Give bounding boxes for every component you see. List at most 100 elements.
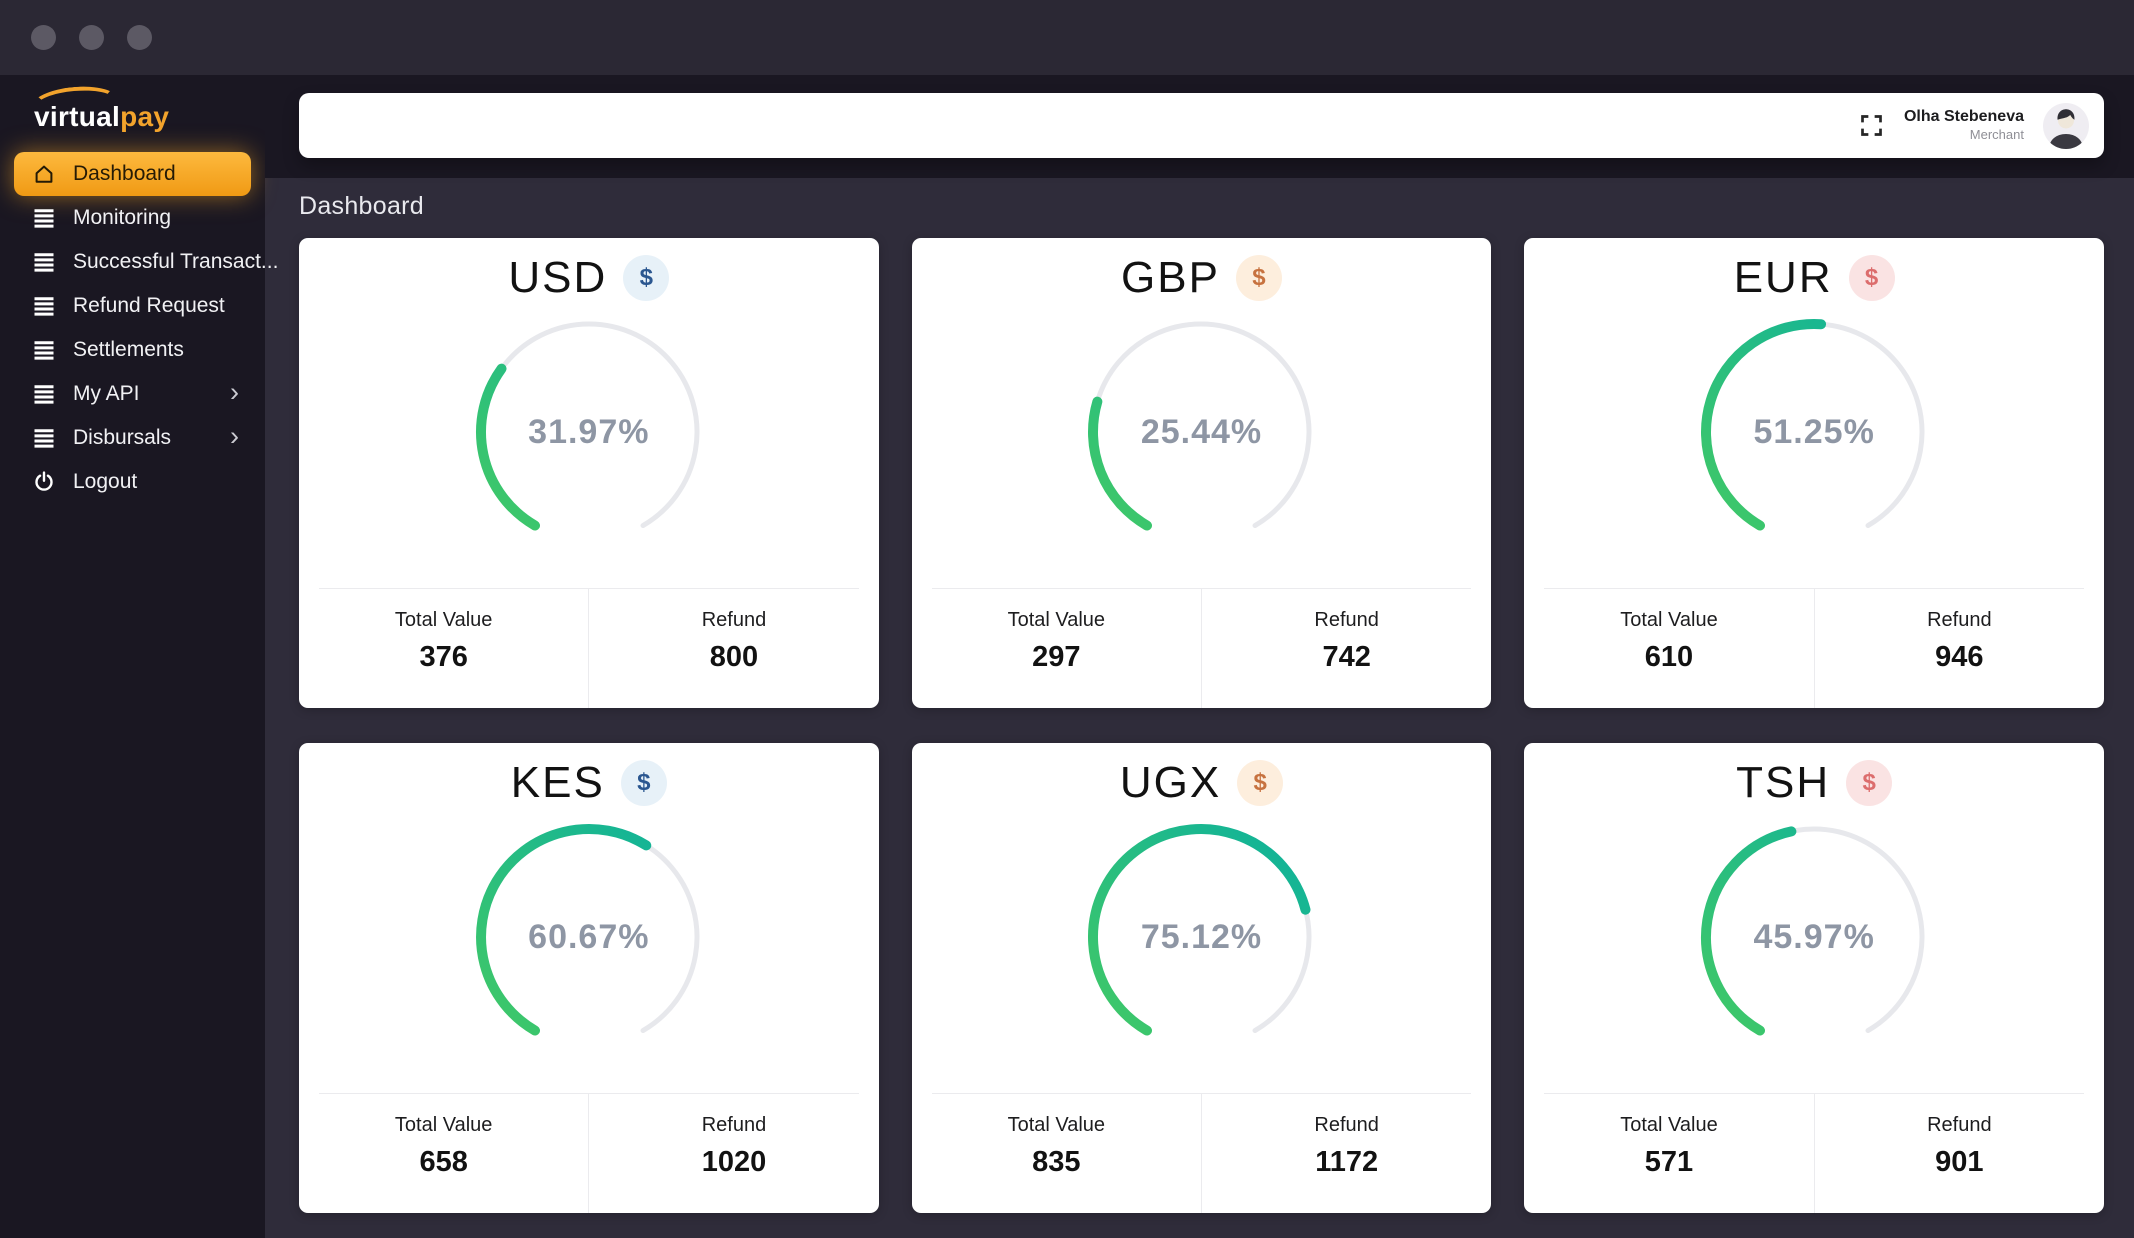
sidebar-item-label: Monitoring [73, 206, 172, 229]
currency-card-ugx: UGX $ 75.12% Total Value 835 [911, 743, 1492, 1213]
gauge-percent: 75.12% [1140, 917, 1263, 956]
window-control-dot[interactable] [127, 25, 152, 50]
content-area: Dashboard USD $ 31.97% [265, 178, 2134, 1238]
gauge-chart: 45.97% [1664, 787, 1964, 1087]
window-titlebar [0, 0, 2134, 75]
sidebar-item-label: Dashboard [73, 162, 176, 185]
window-control-dot[interactable] [79, 25, 104, 50]
logo-text-left: virtual [34, 101, 121, 132]
gauge-percent: 60.67% [528, 917, 650, 956]
window-control-dot[interactable] [31, 25, 56, 50]
sidebar-item-disbursals[interactable]: Disbursals › [14, 416, 251, 460]
chevron-right-icon: › [230, 420, 239, 451]
currency-card-eur: EUR $ 51.25% Total Value 610 [1524, 238, 2104, 708]
gauge-chart: 51.25% [1664, 282, 1964, 582]
total-value-stat: Total Value 376 [299, 588, 588, 708]
sidebar-item-label: Successful Transact... [73, 250, 279, 273]
sidebar-item-label: Disbursals [73, 426, 172, 449]
refund-stat: Refund 800 [588, 588, 878, 708]
stat-label: Total Value [1620, 1114, 1718, 1136]
gauge-percent: 45.97% [1753, 917, 1875, 956]
home-icon [31, 162, 56, 187]
stat-value: 901 [1935, 1146, 1984, 1178]
dollar-icon: $ [637, 769, 651, 796]
menu-lines-icon [31, 382, 56, 407]
card-title: EUR [1733, 253, 1833, 302]
stat-value: 571 [1644, 1146, 1694, 1178]
dollar-icon: $ [639, 264, 653, 291]
sidebar-item-refund-request[interactable]: Refund Request [14, 284, 251, 328]
gauge-chart: 75.12% [1051, 787, 1351, 1087]
total-value-stat: Total Value 610 [1524, 588, 1813, 708]
card-title: KES [510, 758, 605, 807]
stat-label: Refund [701, 609, 767, 631]
stat-label: Refund [1314, 609, 1379, 631]
currency-card-tsh: TSH $ 45.97% Total Value 571 [1524, 743, 2104, 1213]
stat-value: 800 [709, 641, 759, 673]
avatar[interactable] [2043, 102, 2089, 149]
dollar-icon: $ [1862, 769, 1876, 796]
gauge-percent: 31.97% [528, 412, 650, 451]
currency-card-usd: USD $ 31.97% Total Value 376 [299, 238, 879, 708]
total-value-stat: Total Value 658 [299, 1093, 588, 1213]
sidebar-item-dashboard[interactable]: Dashboard [14, 152, 251, 196]
fullscreen-icon[interactable] [1858, 112, 1885, 139]
main-area: Olha Stebeneva Merchant Dashboard USD [265, 75, 2134, 1238]
refund-stat: Refund 1020 [588, 1093, 878, 1213]
sidebar-item-settlements[interactable]: Settlements [14, 328, 251, 372]
power-icon [31, 470, 56, 495]
currency-badge: $ [1237, 760, 1284, 806]
logo-text-right: pay [120, 101, 170, 132]
menu-lines-icon [31, 250, 56, 275]
currency-badge: $ [623, 255, 670, 301]
stat-value: 297 [1032, 641, 1081, 673]
dollar-icon: $ [1864, 264, 1879, 291]
currency-badge: $ [1235, 255, 1282, 301]
sidebar-item-monitoring[interactable]: Monitoring [14, 196, 251, 240]
card-title: USD [508, 253, 608, 302]
stat-label: Refund [1927, 1114, 1992, 1136]
stat-value: 658 [419, 1146, 468, 1178]
card-grid: USD $ 31.97% Total Value 376 [299, 238, 2104, 1213]
sidebar-nav: Dashboard Monitoring Successful Transact… [0, 152, 278, 504]
gauge-percent: 51.25% [1753, 412, 1875, 451]
stat-value: 1020 [701, 1146, 767, 1178]
chevron-right-icon: › [230, 376, 239, 407]
currency-card-kes: KES $ 60.67% Total Value 658 [299, 743, 879, 1213]
stat-label: Total Value [1007, 1114, 1106, 1136]
menu-lines-icon [31, 294, 56, 319]
sidebar-item-label: Settlements [73, 338, 184, 361]
card-title: GBP [1121, 253, 1220, 302]
dollar-icon: $ [1252, 264, 1266, 291]
menu-lines-icon [31, 426, 56, 451]
brand-logo[interactable]: virtualpay [30, 83, 170, 133]
stat-label: Total Value [394, 1114, 493, 1136]
refund-stat: Refund 946 [1813, 588, 2104, 708]
stat-value: 1172 [1315, 1146, 1379, 1178]
topbar: Olha Stebeneva Merchant [299, 93, 2104, 158]
card-title: TSH [1736, 758, 1831, 807]
menu-lines-icon [31, 338, 56, 363]
sidebar-item-my-api[interactable]: My API › [14, 372, 251, 416]
stat-label: Refund [701, 1114, 767, 1136]
dollar-icon: $ [1253, 769, 1267, 796]
sidebar-item-successful-transactions[interactable]: Successful Transact... [14, 240, 278, 284]
currency-card-gbp: GBP $ 25.44% Total Value 297 [911, 238, 1492, 708]
refund-stat: Refund 742 [1201, 588, 1491, 708]
header-zone: Olha Stebeneva Merchant [265, 75, 2134, 178]
user-meta: Olha Stebeneva Merchant [1904, 107, 2024, 145]
sidebar-item-logout[interactable]: Logout [14, 460, 251, 504]
currency-badge: $ [1848, 255, 1895, 301]
refund-stat: Refund 901 [1813, 1093, 2104, 1213]
sidebar-item-label: My API [73, 382, 140, 405]
stat-label: Total Value [394, 609, 493, 631]
card-title: UGX [1119, 758, 1222, 807]
sidebar-item-label: Refund Request [73, 294, 225, 317]
refund-stat: Refund 1172 [1201, 1093, 1491, 1213]
stat-label: Refund [1314, 1114, 1379, 1136]
stat-value: 742 [1322, 641, 1371, 673]
total-value-stat: Total Value 835 [912, 1093, 1201, 1213]
user-name: Olha Stebeneva [1903, 107, 2024, 125]
gauge-chart: 31.97% [439, 282, 739, 582]
stat-value: 946 [1935, 641, 1984, 673]
